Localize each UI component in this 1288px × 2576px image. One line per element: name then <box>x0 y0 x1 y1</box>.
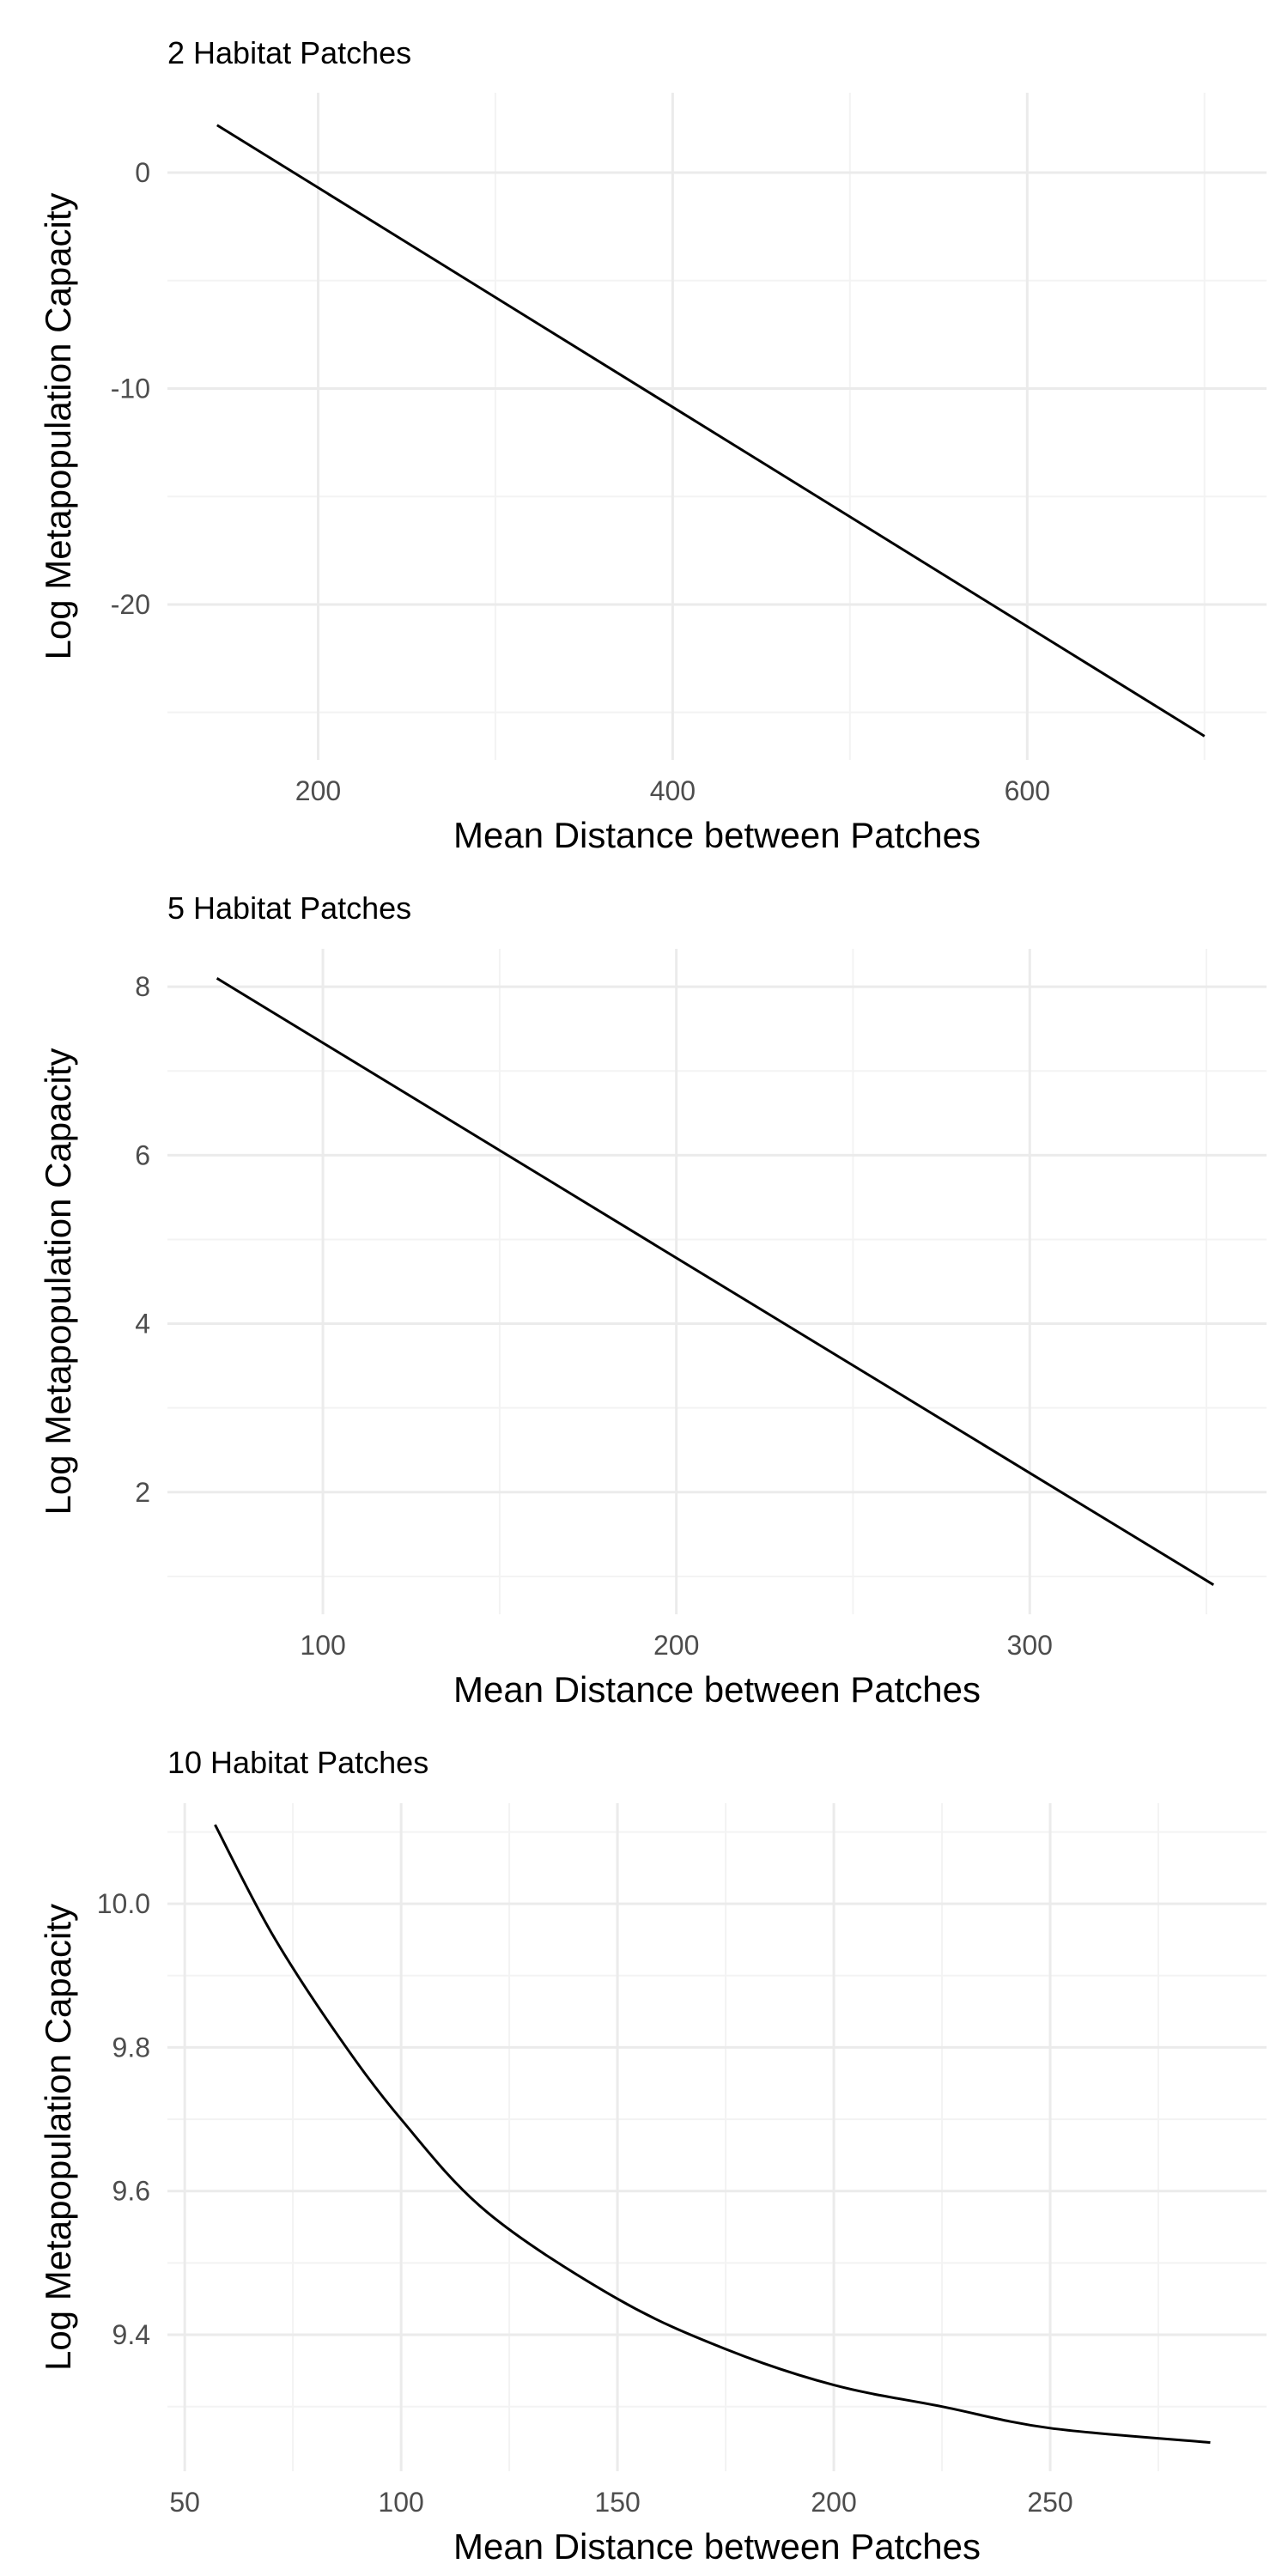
y-tick-label: 6 <box>135 1139 150 1170</box>
y-axis-title: Log Metapopulation Capacity <box>38 1048 78 1515</box>
chart-panel-1: 200 400 600 -20 -10 0 2 Habitat Patches Mean Di… <box>38 35 1267 855</box>
y-tick-label: 8 <box>135 971 150 1002</box>
x-tick-label: 200 <box>653 1630 699 1661</box>
x-axis-title: Mean Distance between Patches <box>453 1669 981 1710</box>
x-tick-label: 200 <box>811 2487 856 2518</box>
chart-title: 10 Habitat Patches <box>167 1745 428 1780</box>
x-tick-label: 400 <box>650 775 696 806</box>
x-tick-label: 100 <box>378 2487 423 2518</box>
chart-title: 5 Habitat Patches <box>167 890 411 926</box>
x-tick-label: 200 <box>295 775 341 806</box>
y-axis-title: Log Metapopulation Capacity <box>38 192 78 659</box>
x-tick-label: 600 <box>1005 775 1050 806</box>
chart-panel-2: 100 200 300 2 4 6 8 5 Habitat Patches Mean Dista… <box>38 890 1267 1710</box>
y-tick-label: 10.0 <box>97 1888 150 1919</box>
y-tick-label: 9.8 <box>112 2032 150 2063</box>
y-tick-label: 2 <box>135 1477 150 1508</box>
y-tick-label: 4 <box>135 1309 150 1340</box>
x-axis-title: Mean Distance between Patches <box>453 2526 981 2567</box>
series-line <box>214 1824 1211 2445</box>
y-tick-label: 9.6 <box>112 2176 150 2207</box>
x-tick-label: 100 <box>300 1630 345 1661</box>
chart-panel-3: 50 100 150 200 250 9.4 9.6 9.8 10.0 10 Habitat Pa… <box>38 1745 1267 2567</box>
y-tick-label: 0 <box>135 157 150 188</box>
y-tick-label: -20 <box>111 589 150 620</box>
y-axis-title: Log Metapopulation Capacity <box>38 1904 78 2371</box>
series-line <box>216 977 1215 1586</box>
series-line <box>216 124 1206 738</box>
x-axis-title: Mean Distance between Patches <box>453 815 981 855</box>
y-tick-label: 9.4 <box>112 2319 150 2350</box>
x-tick-label: 300 <box>1007 1630 1053 1661</box>
chart-title: 2 Habitat Patches <box>167 35 411 70</box>
x-tick-label: 150 <box>594 2487 640 2518</box>
x-tick-label: 50 <box>169 2487 200 2518</box>
y-tick-label: -10 <box>111 373 150 404</box>
x-tick-label: 250 <box>1027 2487 1072 2518</box>
